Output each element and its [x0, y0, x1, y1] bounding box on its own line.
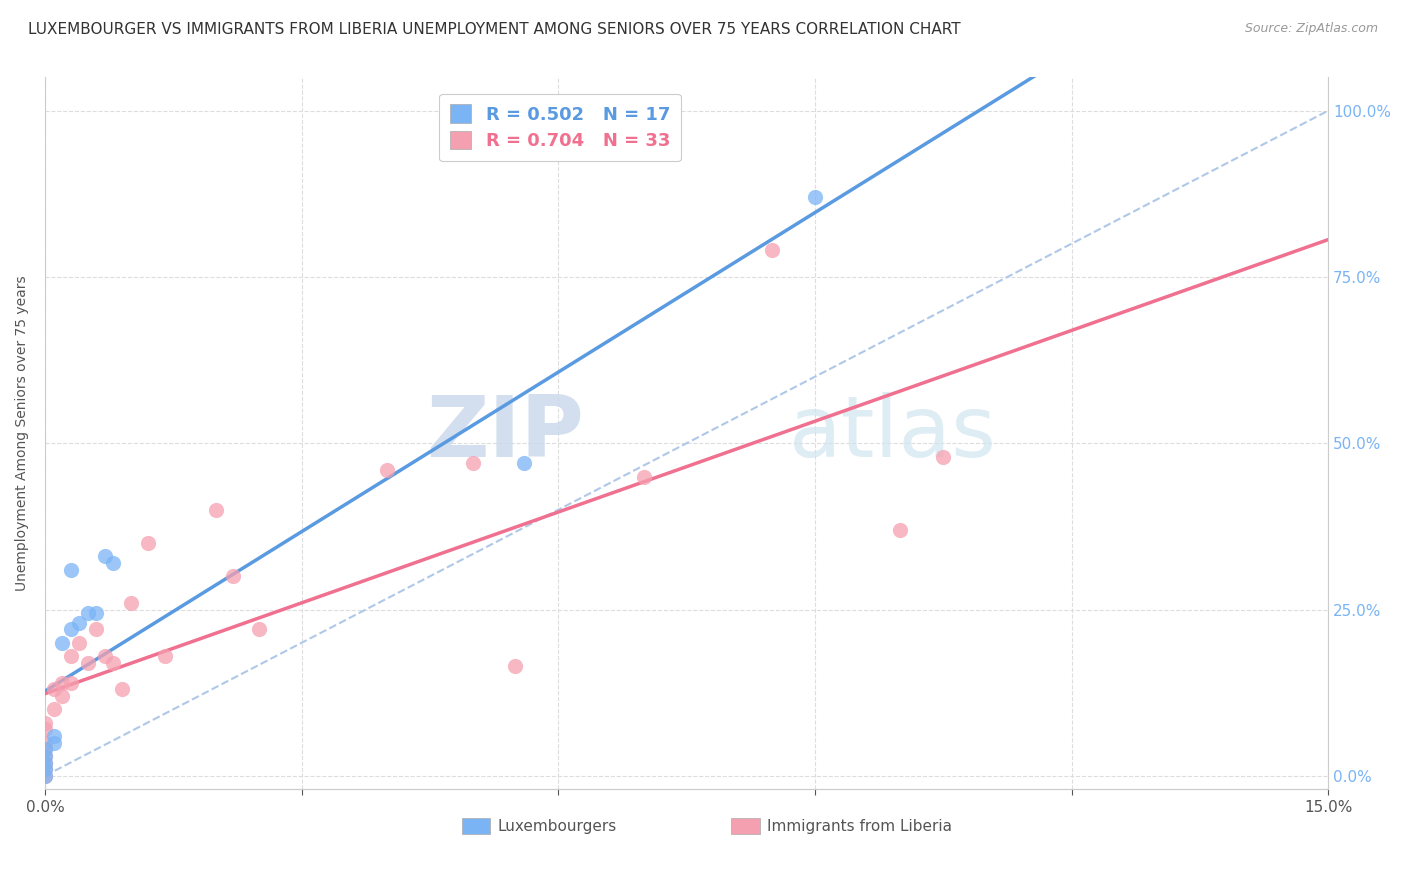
Text: LUXEMBOURGER VS IMMIGRANTS FROM LIBERIA UNEMPLOYMENT AMONG SENIORS OVER 75 YEARS: LUXEMBOURGER VS IMMIGRANTS FROM LIBERIA …: [28, 22, 960, 37]
Point: [34, 756, 56, 770]
Point: [42, 702, 65, 716]
Point: [804, 190, 827, 204]
Point: [375, 463, 398, 477]
Point: [34, 769, 56, 783]
Point: [42, 682, 65, 697]
Point: [513, 456, 536, 470]
Point: [59, 623, 82, 637]
Point: [247, 623, 270, 637]
Point: [84, 623, 107, 637]
Point: [59, 675, 82, 690]
Point: [84, 606, 107, 620]
Point: [34, 762, 56, 776]
Point: [34, 756, 56, 770]
Point: [94, 549, 117, 564]
FancyBboxPatch shape: [731, 818, 759, 834]
Text: Immigrants from Liberia: Immigrants from Liberia: [768, 819, 952, 834]
Point: [42, 729, 65, 743]
FancyBboxPatch shape: [463, 818, 491, 834]
Point: [34, 748, 56, 763]
Point: [67, 636, 90, 650]
Point: [59, 563, 82, 577]
Text: Source: ZipAtlas.com: Source: ZipAtlas.com: [1244, 22, 1378, 36]
Point: [76, 606, 98, 620]
Point: [461, 456, 484, 470]
Point: [42, 735, 65, 749]
Point: [633, 469, 655, 483]
Point: [136, 536, 159, 550]
Point: [34, 715, 56, 730]
Point: [222, 569, 245, 583]
Point: [34, 762, 56, 776]
Point: [51, 675, 73, 690]
Point: [153, 649, 176, 664]
Point: [103, 656, 125, 670]
Point: [505, 659, 527, 673]
Point: [59, 649, 82, 664]
Text: Luxembourgers: Luxembourgers: [498, 819, 617, 834]
Point: [34, 742, 56, 756]
Text: ZIP: ZIP: [426, 392, 583, 475]
Point: [205, 502, 228, 516]
Point: [34, 742, 56, 756]
Point: [51, 636, 73, 650]
Point: [51, 689, 73, 703]
Point: [34, 723, 56, 737]
Y-axis label: Unemployment Among Seniors over 75 years: Unemployment Among Seniors over 75 years: [15, 276, 30, 591]
Text: atlas: atlas: [789, 392, 997, 475]
Point: [761, 244, 783, 258]
Point: [76, 656, 98, 670]
Point: [34, 769, 56, 783]
Point: [94, 649, 117, 664]
Point: [34, 735, 56, 749]
Point: [111, 682, 134, 697]
Point: [67, 615, 90, 630]
Point: [889, 523, 911, 537]
Point: [120, 596, 142, 610]
Point: [103, 556, 125, 570]
Point: [932, 450, 955, 464]
Point: [34, 748, 56, 763]
Legend: R = 0.502   N = 17, R = 0.704   N = 33: R = 0.502 N = 17, R = 0.704 N = 33: [439, 94, 681, 161]
